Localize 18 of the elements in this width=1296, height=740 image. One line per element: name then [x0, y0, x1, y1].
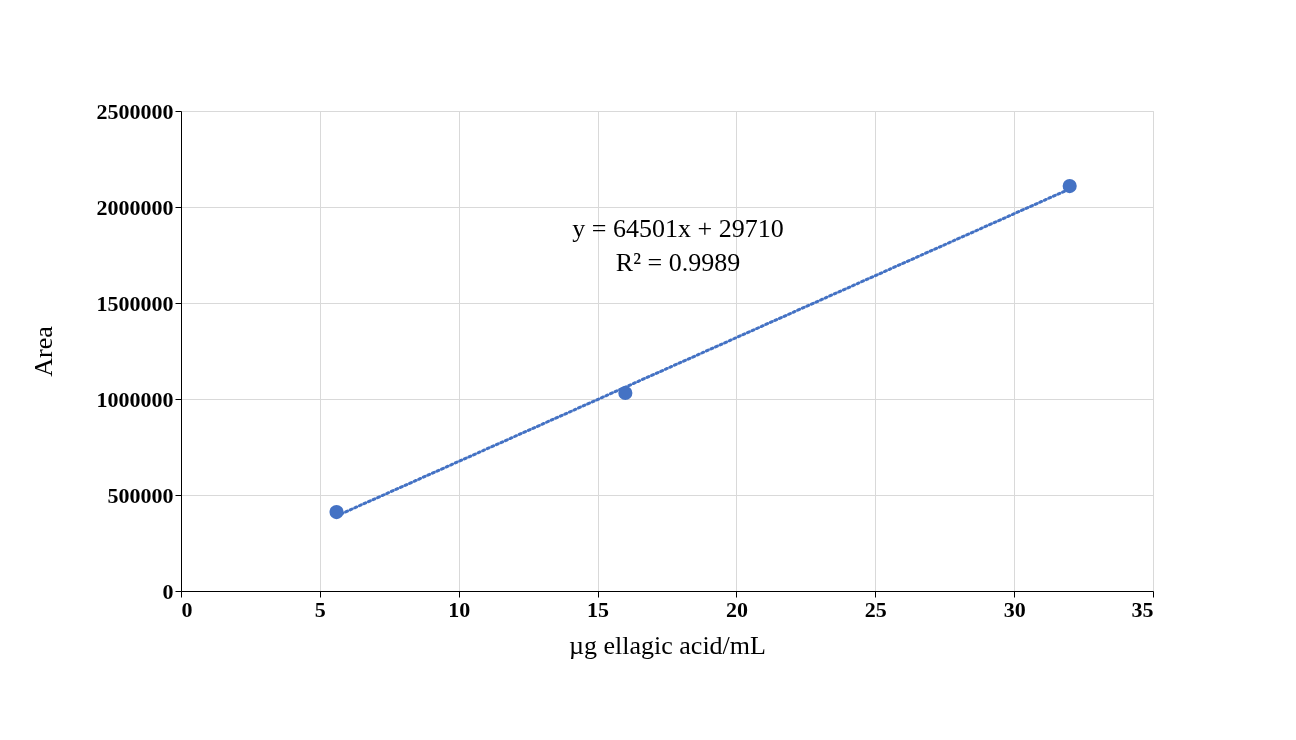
x-tick-label: 0 [181, 596, 193, 622]
x-tick-label: 5 [314, 596, 326, 622]
x-tick-label: 20 [725, 596, 748, 622]
x-tick-label: 25 [864, 596, 887, 622]
y-tick-label: 1500000 [96, 290, 174, 316]
x-tick-label: 30 [1003, 596, 1026, 622]
x-tick-label: 15 [587, 596, 610, 622]
y-tick-label: 1000000 [96, 386, 174, 412]
x-axis-title: µg ellagic acid/mL [569, 630, 766, 660]
y-tick-label: 2000000 [96, 194, 174, 220]
annotation: y = 64501x + 29710 [572, 214, 784, 243]
annotation: R² = 0.9989 [615, 248, 741, 277]
y-tick-label: 2500000 [96, 98, 174, 124]
x-tick-label: 10 [448, 596, 471, 622]
y-axis-title: Area [28, 325, 58, 377]
x-tick-label: 35 [1131, 596, 1154, 622]
y-tick-label: 500000 [107, 482, 174, 508]
y-tick-label: 0 [162, 578, 174, 604]
